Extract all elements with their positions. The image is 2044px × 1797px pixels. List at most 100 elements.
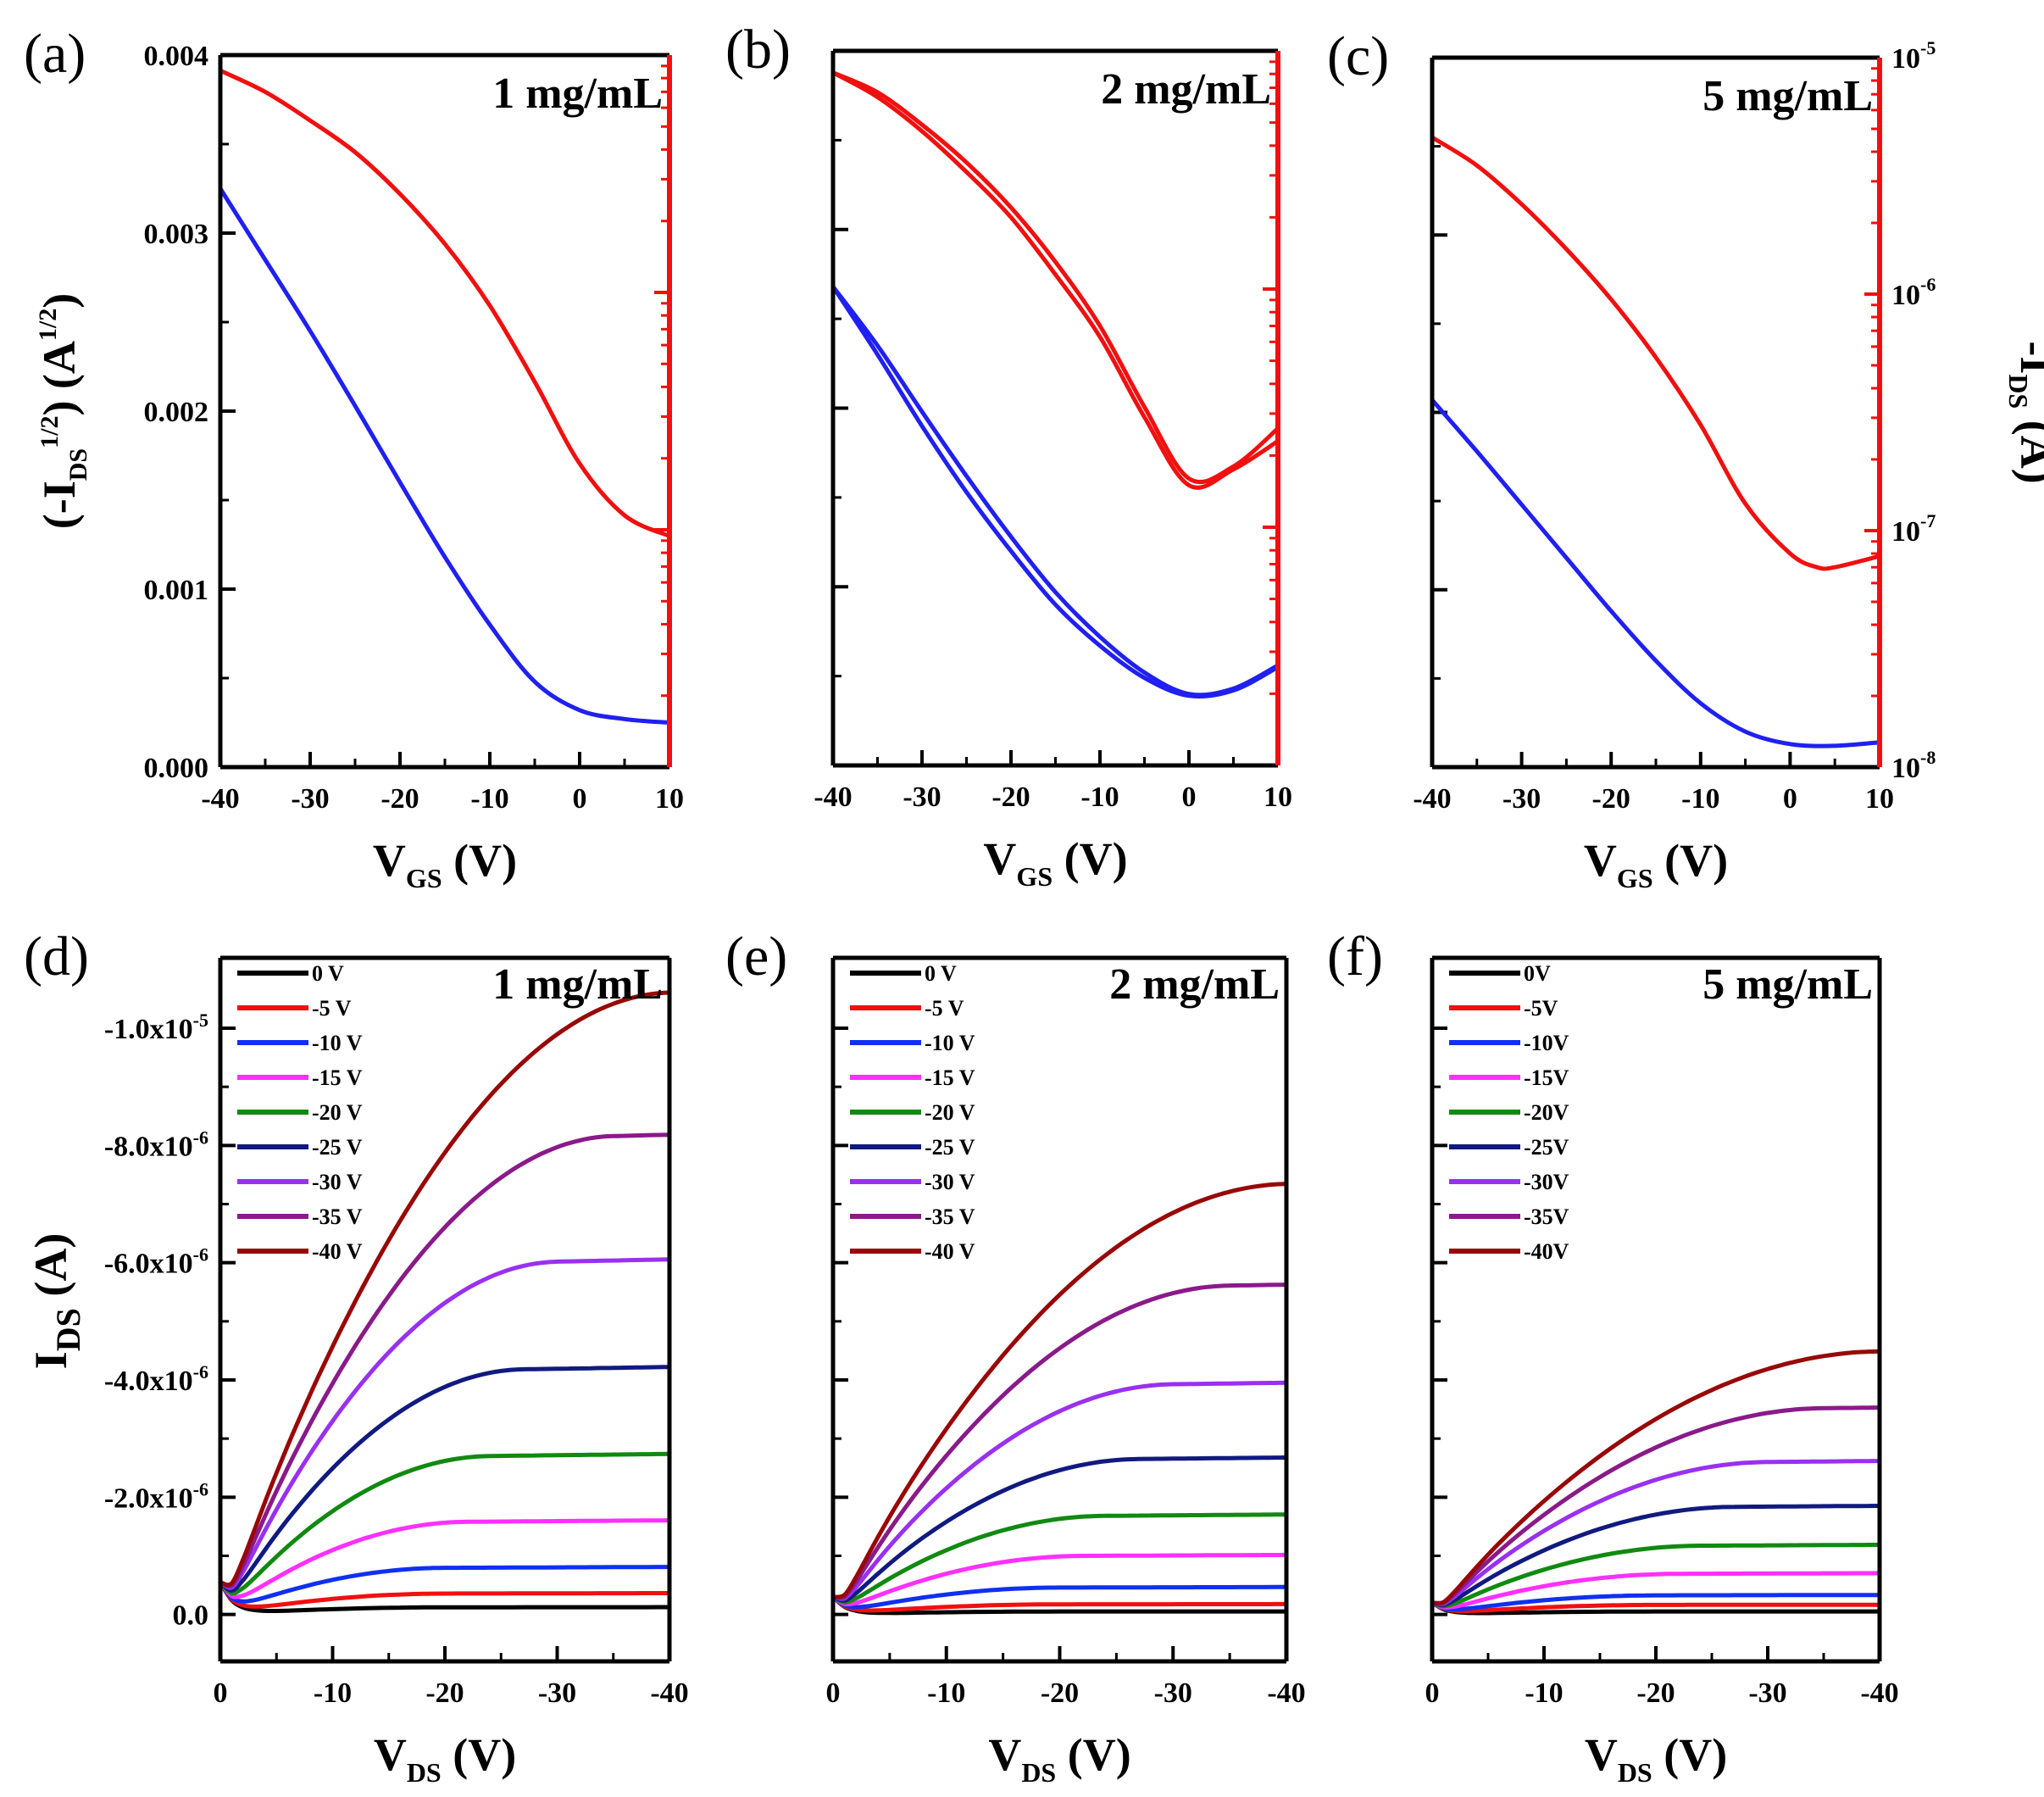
x-tick-label: -30	[903, 782, 941, 813]
x-tick-label: -10	[1681, 783, 1719, 815]
output-curve-4	[830, 1512, 1289, 1605]
y-tick-text: -2.0x10	[104, 1483, 193, 1514]
x-axis-label-unit: (V)	[1056, 1729, 1130, 1780]
panel-label: (f)	[1327, 926, 1383, 988]
legend-label: -5 V	[312, 996, 352, 1021]
ticks-d: 0 -10 -20 -30 -400.0-2.0x10-6-4.0x10-6-6.0x1…	[104, 1010, 689, 1709]
legend-label: -10 V	[925, 1031, 975, 1055]
x-axis-label-main: V	[1585, 1729, 1618, 1780]
legend-label: -20V	[1524, 1100, 1569, 1125]
ticks-a: -40 -30 -20 -10 0 10 0.000 0.001 0.002 0.003 0.004	[144, 41, 685, 815]
y-label-sup: 1/2	[34, 309, 62, 341]
x-tick-label: -30	[291, 783, 329, 815]
output-curve-2	[218, 1565, 672, 1604]
x-axis-label-sub: DS	[1618, 1757, 1652, 1788]
legend-label: -35V	[1524, 1204, 1569, 1229]
output-curve-7	[218, 1132, 672, 1588]
x-tick-label: -40	[1860, 1677, 1898, 1709]
y-tick-text: 0.003	[144, 219, 209, 250]
legend-label: 0 V	[925, 961, 957, 986]
x-tick-label: -20	[1592, 783, 1630, 815]
y2-axis-label: -IDS (A)	[2003, 341, 2044, 483]
y-tick-exponent: -6	[193, 1127, 208, 1148]
output-curve-0	[830, 1594, 1289, 1616]
panel-label: (b)	[725, 19, 791, 81]
y2-tick-exponent: -7	[1920, 510, 1936, 531]
y-tick-label: 0.000	[144, 753, 209, 784]
frame-c	[1430, 55, 1882, 770]
x-axis-label: VDS (V)	[988, 1729, 1130, 1788]
legend-label: -30V	[1524, 1170, 1569, 1194]
legend-label: -40 V	[925, 1239, 975, 1264]
legend-label: -15 V	[312, 1065, 363, 1090]
y-tick-label: 0.002	[144, 397, 209, 428]
y2-tick-base: 10	[1891, 43, 1920, 75]
y2-tick-base: 10	[1891, 516, 1920, 548]
y2-tick-label: 10-5	[1891, 37, 1936, 75]
legend-label: -10V	[1524, 1031, 1569, 1055]
legend-label: -20 V	[312, 1100, 363, 1125]
legend-label: -40 V	[312, 1239, 363, 1264]
legend-label: -20 V	[925, 1100, 975, 1125]
y-label-sup: 1/2	[36, 416, 64, 448]
output-curve-6	[218, 1257, 672, 1590]
output-curve-1	[1430, 1600, 1882, 1614]
sqrt-current-line	[830, 284, 1280, 699]
y-tick-text: 0.002	[144, 397, 209, 428]
output-curve-6	[830, 1380, 1289, 1601]
panel-d: 0 -10 -20 -30 -400.0-2.0x10-6-4.0x10-6-6.0x1…	[24, 926, 689, 1788]
x-axis-label-unit: (V)	[1653, 835, 1728, 886]
output-curve-8	[830, 1182, 1289, 1599]
legend-label: -35 V	[312, 1204, 363, 1229]
x-tick-label: -40	[1267, 1677, 1305, 1709]
x-tick-label: -40	[1413, 783, 1451, 815]
y-axis-label: (-IDS1/2) (A1/2)	[34, 293, 92, 529]
y2-tick-label: 10-7	[1891, 510, 1936, 548]
legend-label: 0 V	[312, 961, 344, 986]
legend-label: -30 V	[925, 1170, 975, 1194]
y-tick-text: 0.004	[144, 41, 209, 72]
output-curve-0	[218, 1580, 672, 1614]
x-tick-label: 10	[1865, 783, 1894, 815]
output-curve-3	[830, 1552, 1289, 1607]
x-axis-label: VGS (V)	[373, 835, 517, 893]
x-tick-label: 0	[1182, 782, 1197, 813]
output-curve-7	[830, 1282, 1289, 1600]
concentration-label: 2 mg/mL	[1109, 960, 1280, 1009]
y-label-close: )	[34, 293, 85, 309]
frame-f	[1430, 955, 1882, 1664]
x-tick-label: -30	[538, 1677, 576, 1709]
y-tick-label: 0.001	[144, 575, 209, 606]
x-tick-label: -10	[1525, 1677, 1563, 1709]
y2-tick-exponent: -8	[1920, 747, 1936, 768]
y2-tick-exponent: -5	[1920, 37, 1936, 58]
legend-label: -10 V	[312, 1031, 363, 1055]
output-curve-2	[830, 1584, 1289, 1610]
plot-area-f	[1430, 1349, 1882, 1616]
output-curve-4	[218, 1451, 672, 1596]
x-axis-label-sub: GS	[1016, 861, 1053, 892]
y-label-main: I	[25, 1351, 76, 1369]
frame-e	[830, 955, 1289, 1664]
x-tick-label: 0	[573, 783, 587, 815]
x-axis-label-main: V	[373, 835, 406, 886]
panel-label: (d)	[24, 926, 89, 988]
y2-tick-label: 10-8	[1891, 747, 1936, 784]
legend-label: -40V	[1524, 1239, 1569, 1264]
frame-a	[218, 53, 672, 770]
concentration-label: 1 mg/mL	[492, 960, 663, 1009]
sqrt-current-line	[218, 186, 672, 725]
output-curve-7	[1430, 1405, 1882, 1606]
x-tick-label: 0	[826, 1677, 841, 1709]
x-axis-label-main: V	[988, 1729, 1021, 1780]
x-tick-label: -10	[314, 1677, 352, 1709]
output-curve-1	[830, 1594, 1289, 1613]
concentration-label: 5 mg/mL	[1702, 960, 1873, 1009]
output-curve-8	[218, 990, 672, 1588]
legend-d: 0 V -5 V -10 V -15 V -20 V -25 V -30 V -35 V -40…	[237, 961, 363, 1264]
x-axis-label-main: V	[1584, 835, 1617, 886]
concentration-label: 5 mg/mL	[1702, 72, 1873, 120]
legend-label: -25V	[1524, 1135, 1569, 1160]
x-axis-label: VDS (V)	[1585, 1729, 1727, 1788]
